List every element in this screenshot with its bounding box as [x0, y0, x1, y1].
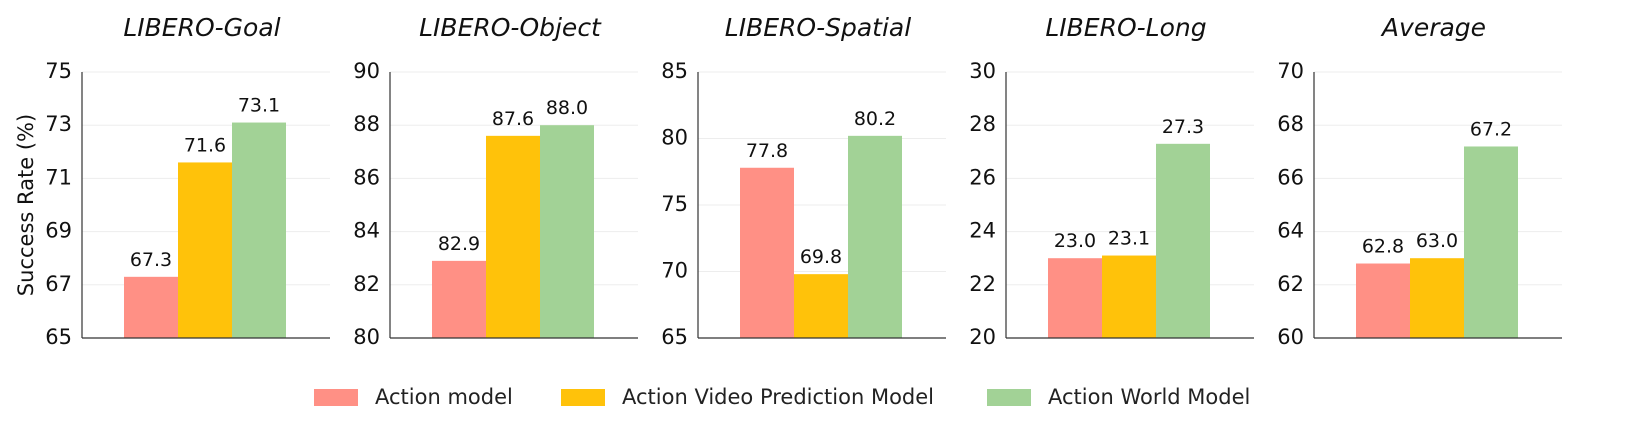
data-label: 77.8 [746, 140, 788, 162]
y-tick-label: 30 [969, 59, 996, 83]
y-tick-label: 26 [969, 165, 996, 189]
y-axis-title: Success Rate (%) [14, 114, 38, 296]
data-label: 82.9 [438, 233, 480, 255]
bar [486, 135, 540, 338]
data-label: 27.3 [1162, 116, 1204, 138]
bar [1156, 143, 1210, 338]
data-label: 62.8 [1362, 236, 1404, 258]
y-tick-label: 65 [45, 325, 72, 349]
y-tick-label: 71 [45, 165, 72, 189]
y-tick-label: 66 [1277, 165, 1304, 189]
data-label: 87.6 [492, 108, 534, 130]
bar [1356, 263, 1410, 338]
y-tick-label: 67 [45, 272, 72, 296]
bar [1464, 146, 1518, 338]
data-label: 67.3 [130, 249, 172, 271]
bar [1048, 258, 1102, 338]
y-tick-label: 62 [1277, 272, 1304, 296]
y-tick-label: 70 [661, 259, 688, 283]
y-tick-label: 28 [969, 112, 996, 136]
bar [1410, 258, 1464, 338]
data-label: 23.0 [1054, 230, 1096, 252]
bar [848, 135, 902, 338]
bar [540, 125, 594, 338]
y-tick-label: 73 [45, 112, 72, 136]
data-label: 63.0 [1416, 230, 1458, 252]
y-tick-label: 84 [353, 219, 380, 243]
data-label: 88.0 [546, 97, 588, 119]
y-tick-label: 60 [1277, 325, 1304, 349]
y-tick-label: 70 [1277, 59, 1304, 83]
data-label: 73.1 [238, 95, 280, 117]
data-label: 71.6 [184, 134, 226, 156]
panel-title: LIBERO-Object [419, 13, 602, 42]
bar [432, 260, 486, 338]
bar [740, 167, 794, 338]
y-tick-label: 64 [1277, 219, 1304, 243]
panel-title: LIBERO-Spatial [725, 13, 911, 42]
legend-label: Action model [375, 385, 513, 409]
panel-title: LIBERO-Goal [123, 13, 280, 42]
legend-swatch [561, 389, 605, 406]
bar [1102, 255, 1156, 338]
data-label: 67.2 [1470, 118, 1512, 140]
panel-title: LIBERO-Long [1045, 13, 1206, 42]
legend-swatch [314, 389, 358, 406]
y-tick-label: 68 [1277, 112, 1304, 136]
data-label: 69.8 [800, 246, 842, 268]
bar [124, 276, 178, 338]
y-tick-label: 80 [661, 126, 688, 150]
y-tick-label: 75 [661, 192, 688, 216]
bar [232, 122, 286, 338]
y-tick-label: 85 [661, 59, 688, 83]
legend-swatch [987, 389, 1031, 406]
y-tick-label: 22 [969, 272, 996, 296]
y-tick-label: 80 [353, 325, 380, 349]
y-tick-label: 20 [969, 325, 996, 349]
data-label: 80.2 [854, 108, 896, 130]
data-label: 23.1 [1108, 228, 1150, 250]
y-tick-label: 65 [661, 325, 688, 349]
y-tick-label: 86 [353, 165, 380, 189]
y-tick-label: 75 [45, 59, 72, 83]
legend-label: Action World Model [1048, 385, 1250, 409]
bar [794, 274, 848, 338]
legend-label: Action Video Prediction Model [622, 385, 934, 409]
bar [178, 162, 232, 338]
y-tick-label: 88 [353, 112, 380, 136]
y-tick-label: 82 [353, 272, 380, 296]
y-tick-label: 24 [969, 219, 996, 243]
panel-title: Average [1380, 13, 1486, 42]
y-tick-label: 69 [45, 219, 72, 243]
y-tick-label: 90 [353, 59, 380, 83]
